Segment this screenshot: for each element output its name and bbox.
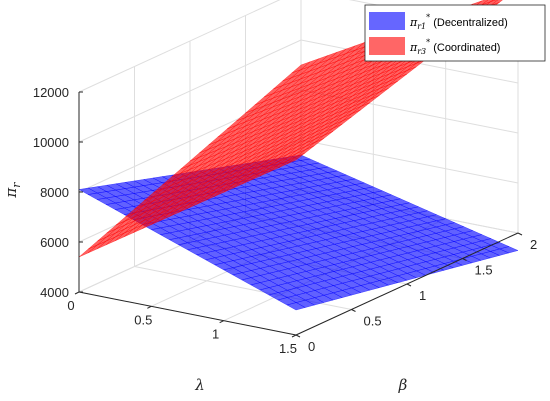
wall-gridline (300, 139, 519, 184)
z-axis-label: πr (2, 182, 23, 199)
x-axis-label: λ (194, 376, 205, 394)
y-tick-mark (351, 309, 356, 312)
surface-patch (286, 302, 306, 311)
tick-labels: 0 0.5 1 1.5 0 0.5 1 1.5 2 4000 6000 8000 10000 12000 (33, 85, 537, 356)
legend-swatch-decentralized (369, 12, 405, 30)
x-tick-label: 0 (67, 298, 74, 313)
legend-swatch-coordinated (369, 37, 405, 55)
x-tick-mark (74, 291, 80, 295)
surface-patch (286, 152, 306, 165)
axis-layer (74, 91, 523, 338)
y-tick-label: 0.5 (364, 314, 382, 329)
y-tick-label: 1.5 (475, 263, 493, 278)
y-tick-label: 0 (308, 339, 315, 354)
x-tick-mark (147, 305, 152, 309)
z-tick-label: 12000 (33, 85, 69, 100)
x-tick-mark (291, 334, 297, 338)
x-axis-line (78, 291, 297, 336)
y-tick-mark (295, 334, 301, 338)
y-tick-label: 1 (419, 288, 426, 303)
x-tick-mark (219, 320, 224, 324)
y-tick-label: 2 (530, 237, 537, 252)
surface-decentralized (78, 154, 519, 311)
x-tick-label: 0.5 (134, 312, 152, 327)
svg-text:πr: πr (2, 182, 23, 199)
y-tick-mark (517, 232, 523, 236)
legend-entry-decentralized: πr1* (Decentralized) (409, 13, 508, 31)
x-tick-label: 1 (212, 327, 219, 342)
z-tick-label: 10000 (33, 135, 69, 150)
z-axis-label-symbol: π (2, 187, 20, 199)
z-tick-label: 4000 (40, 285, 69, 300)
z-axis-label-subscript: r (10, 182, 23, 188)
z-tick-label: 6000 (40, 235, 69, 250)
x-tick-label: 1.5 (279, 341, 297, 356)
legend: πr1* (Decentralized) πr3* (Coordinated) (364, 4, 546, 62)
y-axis-label: β (398, 376, 408, 394)
legend-entry-coordinated: πr3* (Coordinated) (409, 38, 500, 56)
y-tick-mark (406, 283, 412, 287)
z-tick-label: 8000 (40, 185, 69, 200)
y-tick-mark (462, 258, 467, 261)
surface-patch (78, 244, 98, 258)
